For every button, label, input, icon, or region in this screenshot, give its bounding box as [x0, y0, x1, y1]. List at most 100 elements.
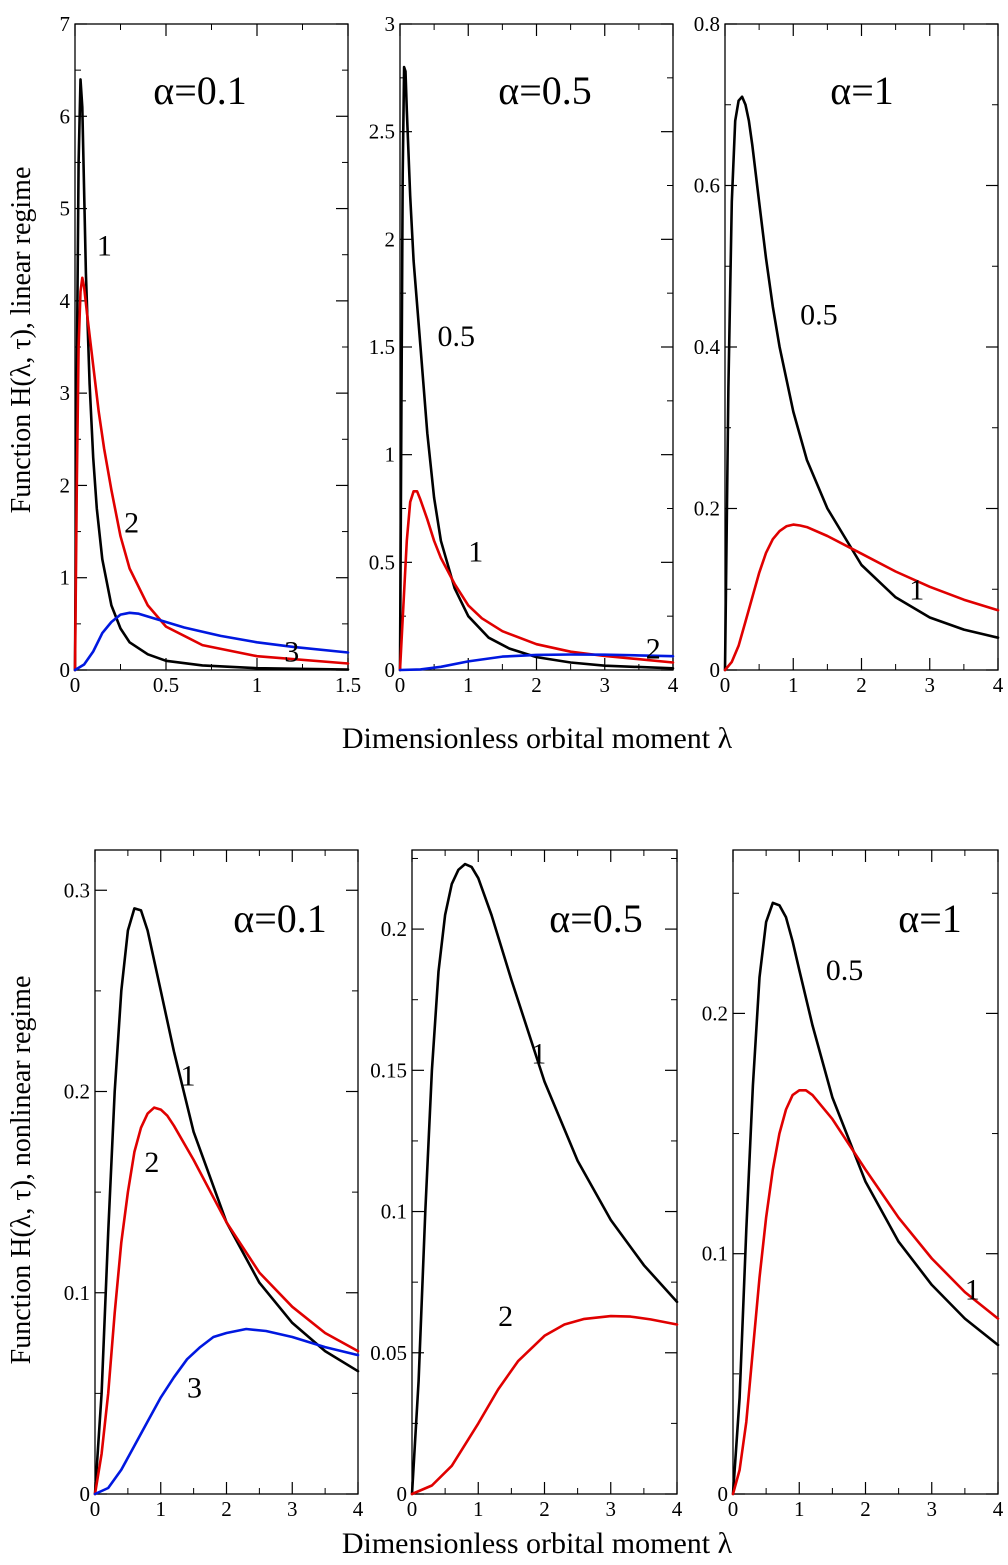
panel-4-ytick-label-1: 0.1: [64, 1281, 90, 1305]
panel-4-frame: [94, 849, 359, 1495]
panel-6-series-0-line: [731, 901, 1000, 1496]
panel-5-xtick-label-4: 4: [672, 1497, 683, 1521]
panel-4-xtick-label-1: 1: [156, 1497, 167, 1521]
panel-2-xtick-label-1: 1: [463, 673, 474, 697]
panel-2-curve-label-1: 1: [468, 536, 483, 569]
panel-3-title: α=1: [830, 68, 894, 113]
panel-4-xtick-label-0: 0: [90, 1497, 101, 1521]
panel-2-xtick-label-4: 4: [668, 673, 679, 697]
panel-5-xtick-label-1: 1: [473, 1497, 484, 1521]
panel-2-xtick-label-0: 0: [395, 673, 406, 697]
panel-6-curve-label-0: 0.5: [826, 954, 864, 987]
bottom-x-axis-title: Dimensionless orbital moment λ: [342, 1527, 733, 1560]
panel-5-frame: [411, 849, 678, 1495]
panel-6-ytick-label-1: 0.1: [702, 1242, 728, 1266]
panel-1-curve-label-0: 1: [97, 229, 112, 262]
panel-5-ytick-label-4: 0.2: [381, 917, 407, 941]
panel-4-series-0-line: [93, 907, 360, 1496]
panel-4-xtick-label-2: 2: [221, 1497, 232, 1521]
panel-3-xtick-label-4: 4: [993, 673, 1004, 697]
panel-6-ytick-label-0: 0: [718, 1482, 729, 1506]
panel-3-ytick-label-4: 0.8: [694, 12, 720, 36]
panel-3-xtick-label-0: 0: [720, 673, 731, 697]
panel-1-ytick-label-6: 6: [60, 104, 71, 128]
panel-5-ytick-label-1: 0.05: [370, 1341, 407, 1365]
panel-3-frame: [724, 23, 999, 671]
panel-6-ytick-label-2: 0.2: [702, 1001, 728, 1025]
panel-3-ytick-label-2: 0.4: [694, 335, 721, 359]
panel-1-ytick-label-7: 7: [60, 12, 71, 36]
panel-3-ytick-label-3: 0.6: [694, 174, 720, 198]
panel-6-xtick-label-3: 3: [927, 1497, 938, 1521]
panel-5-title: α=0.5: [549, 896, 643, 941]
panel-2-ytick-label-2: 1: [385, 443, 396, 467]
panel-2-ytick-label-3: 1.5: [369, 335, 395, 359]
panel-1-ytick-label-0: 0: [60, 658, 71, 682]
panel-6-xtick-label-0: 0: [728, 1497, 739, 1521]
panel-5-xtick-label-3: 3: [606, 1497, 617, 1521]
panel-2-ytick-label-1: 0.5: [369, 550, 395, 574]
panel-2-curve-label-2: 2: [646, 632, 661, 665]
panel-2-xtick-label-3: 3: [600, 673, 611, 697]
panel-2-series-2-line: [398, 653, 675, 672]
panel-6-curve-label-1: 1: [965, 1274, 980, 1307]
panel-4-curve-label-1: 2: [144, 1146, 159, 1179]
panel-5-ytick-label-0: 0: [397, 1482, 408, 1506]
panel-4-series-2-line: [93, 1327, 360, 1496]
panel-6-title: α=1: [898, 896, 962, 941]
panel-6-xtick-label-4: 4: [993, 1497, 1004, 1521]
bottom-y-axis-title: Function H(λ, τ), nonlinear regime: [6, 976, 37, 1365]
panel-3-ytick-label-0: 0: [710, 658, 721, 682]
panel-5-series-1-line: [410, 1314, 679, 1496]
panel-1-title: α=0.1: [153, 68, 247, 113]
panel-4-ytick-label-0: 0: [80, 1482, 91, 1506]
panel-5-xtick-label-0: 0: [407, 1497, 418, 1521]
panel-1-ytick-label-3: 3: [60, 381, 71, 405]
panel-5-curve-label-1: 2: [498, 1300, 513, 1333]
panel-1-frame: [74, 23, 349, 671]
panel-3-ytick-label-1: 0.2: [694, 497, 720, 521]
panel-4-xtick-label-4: 4: [353, 1497, 364, 1521]
panel-1-curve-label-1: 2: [124, 506, 139, 539]
panel-5-ytick-label-3: 0.15: [370, 1058, 407, 1082]
panel-1-ytick-label-1: 1: [60, 566, 71, 590]
panel-6-xtick-label-1: 1: [794, 1497, 805, 1521]
panel-4-title: α=0.1: [233, 896, 327, 941]
panel-1-ytick-label-2: 2: [60, 473, 71, 497]
panel-3-series-1-line: [723, 523, 1000, 672]
panel-5-curve-label-0: 1: [531, 1037, 546, 1070]
panel-5-xtick-label-2: 2: [539, 1497, 550, 1521]
panel-1-curve-label-2: 3: [284, 636, 299, 669]
panel-6-xtick-label-2: 2: [860, 1497, 871, 1521]
panel-1-xtick-label-3: 1.5: [335, 673, 361, 697]
panel-3-curve-label-0: 0.5: [800, 299, 838, 332]
panel-5-series-0-line: [410, 862, 679, 1496]
panel-4-ytick-label-2: 0.2: [64, 1080, 90, 1104]
panel-4-xtick-label-3: 3: [287, 1497, 298, 1521]
panel-2-ytick-label-4: 2: [385, 227, 396, 251]
panel-3-xtick-label-2: 2: [856, 673, 867, 697]
top-x-axis-title: Dimensionless orbital moment λ: [342, 722, 733, 755]
panel-5-ytick-label-2: 0.1: [381, 1200, 407, 1224]
panel-2-title: α=0.5: [498, 68, 592, 113]
panel-1-ytick-label-4: 4: [60, 289, 71, 313]
panel-2-series-0-line: [398, 65, 675, 672]
panel-3-series-0-line: [723, 95, 1000, 672]
panel-1-series-0-line: [73, 78, 350, 672]
panel-1-xtick-label-0: 0: [70, 673, 81, 697]
panel-4-series-1-line: [93, 1106, 360, 1496]
panel-2-curve-label-0: 0.5: [438, 320, 476, 353]
panel-3-xtick-label-3: 3: [925, 673, 936, 697]
top-y-axis-title: Function H(λ, τ), linear regime: [6, 167, 37, 514]
panel-1-ytick-label-5: 5: [60, 197, 71, 221]
panel-1-xtick-label-2: 1: [252, 673, 263, 697]
panel-1-xtick-label-1: 0.5: [153, 673, 179, 697]
panel-1-series-2-line: [73, 611, 350, 672]
panel-4-curve-label-2: 3: [187, 1371, 202, 1404]
panel-2-ytick-label-5: 2.5: [369, 120, 395, 144]
panel-2-series-1-line: [398, 489, 675, 672]
panel-2-ytick-label-0: 0: [385, 658, 396, 682]
panel-3-xtick-label-1: 1: [788, 673, 799, 697]
